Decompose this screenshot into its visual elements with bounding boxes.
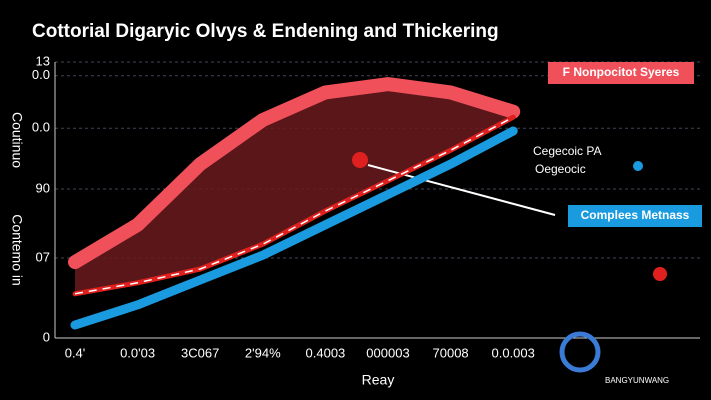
annotation: Oegeocic [535,162,586,176]
series-line [68,77,521,270]
x-tick-label: 0.0.003 [492,345,535,360]
x-tick-label: 000003 [366,345,409,360]
legend-label: Cegecoic PA [533,144,601,158]
y-tick-label: 13 [36,53,50,68]
legend-box [548,62,694,84]
annotation-dot [633,161,643,171]
legend-box [568,205,702,227]
y-axis-label: Contemo in [9,214,25,286]
y-tick-label: 0.0 [32,67,50,82]
watermark: BANGYUNWANG [605,376,669,385]
x-tick-label: 70008 [433,345,469,360]
x-tick-label: 0.4003 [306,345,346,360]
x-tick-label: 0.4' [65,345,86,360]
x-tick-label: 3C067 [181,345,219,360]
x-tick-label: 2'94% [245,345,281,360]
x-axis-label: Reay [362,372,395,388]
marker [653,267,667,281]
x-tick-label: 0.0'03 [120,345,155,360]
y-tick-label: 90 [36,180,50,195]
y-tick-label: 0 [43,329,50,344]
marker [352,152,368,168]
chart-title: Cottorial Digaryic Olvys & Endening and … [32,21,499,42]
legend-label: Complees Metnass [581,208,690,222]
series-line [70,126,518,330]
series-dash [74,116,514,295]
legend-label: F Nonpocitot Syeres [563,65,680,79]
logo [559,331,601,373]
band-area [75,84,514,294]
y-tick-label: 0.0 [32,120,50,135]
y-axis-label: Coutinuo [9,112,25,168]
y-tick-label: 07 [36,249,50,264]
